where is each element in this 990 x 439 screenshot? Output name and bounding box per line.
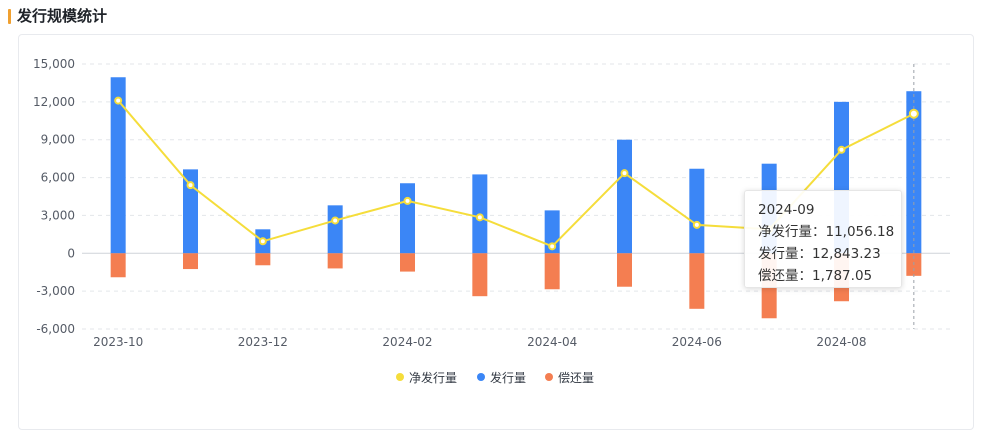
x-tick-label: 2024-06 (672, 335, 722, 349)
net-point (908, 108, 919, 119)
net-point (475, 213, 484, 222)
net-point (114, 96, 123, 105)
net-point (331, 216, 340, 225)
tooltip-row-issue: 发行量：12,843.23 (758, 246, 881, 262)
net-point (620, 169, 629, 178)
issue-bar (617, 139, 632, 254)
y-tick-label: -6,000 (36, 322, 75, 336)
chart-tooltip: 2024-09 净发行量：11,056.18 发行量：12,843.23 偿还量… (744, 190, 902, 288)
repay-bar (327, 253, 343, 269)
net-point (692, 220, 701, 229)
y-tick-label: 12,000 (33, 95, 75, 109)
tooltip-date: 2024-09 (758, 202, 815, 218)
repay-bar (472, 253, 488, 297)
repay-bar (400, 253, 415, 272)
net-point (403, 196, 412, 205)
tooltip-row-net: 净发行量：11,056.18 (758, 224, 895, 240)
y-tick-label: 15,000 (33, 57, 75, 71)
x-tick-label: 2023-12 (238, 335, 288, 349)
x-tick-label: 2023-10 (93, 335, 143, 349)
tooltip-row-repay: 偿还量：1,787.05 (758, 268, 873, 284)
repay-bar (544, 253, 560, 290)
y-tick-label: 3,000 (41, 208, 75, 222)
y-axis-labels: 15,000 12,000 9,000 6,000 3,000 0 -3,000 -6,000 (33, 57, 75, 336)
x-tick-label: 2024-08 (816, 335, 866, 349)
repay-bar (183, 253, 198, 270)
legend-marker (396, 373, 404, 381)
y-tick-label: 9,000 (41, 133, 75, 147)
x-axis-labels: 2023-10 2023-12 2024-02 2024-04 2024-06 2024-… (93, 335, 866, 349)
x-tick-label: 2024-04 (527, 335, 577, 349)
legend-marker (545, 373, 553, 381)
net-point (186, 181, 195, 190)
legend-label: 发行量 (490, 370, 526, 385)
repay-bar (617, 253, 632, 287)
issue-bar (400, 183, 415, 254)
net-point (258, 237, 267, 246)
legend-label: 偿还量 (558, 370, 594, 385)
legend-label: 净发行量 (409, 370, 457, 385)
repay-bar (255, 253, 271, 266)
issue-bar (183, 169, 198, 254)
x-tick-label: 2024-02 (382, 335, 432, 349)
repay-bar (689, 253, 705, 309)
section-title: 发行规模统计 (17, 7, 108, 25)
net-point (548, 242, 557, 251)
legend: 净发行量 发行量 偿还量 (396, 370, 594, 385)
y-tick-label: 0 (67, 246, 75, 260)
issue-bar (327, 205, 343, 254)
y-tick-label: -3,000 (36, 284, 75, 298)
repay-bar (110, 253, 126, 278)
title-accent-bar (8, 9, 11, 24)
legend-marker (477, 373, 485, 381)
y-tick-label: 6,000 (41, 171, 75, 185)
net-point (837, 145, 846, 154)
issue-bar (110, 77, 126, 254)
issue-bar (689, 168, 705, 254)
